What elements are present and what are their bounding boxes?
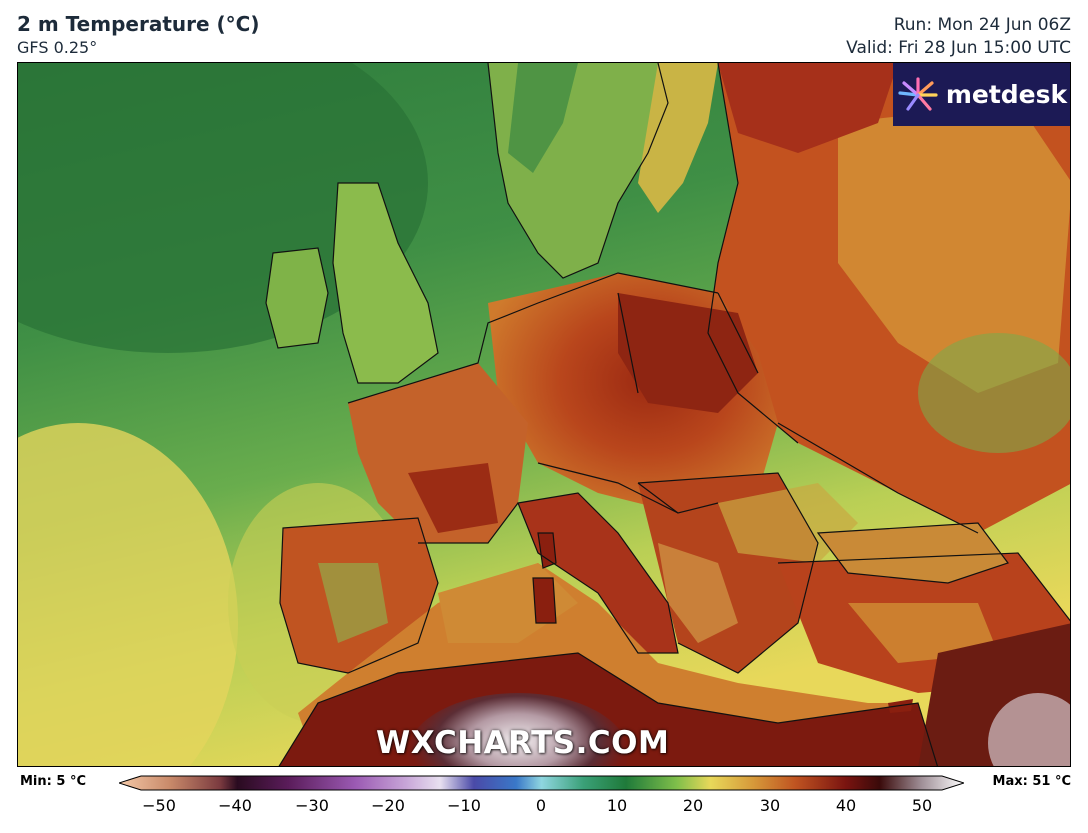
legend-max-label: Max: 51 °C [992, 774, 1071, 789]
tick-label: −50 [142, 796, 176, 815]
valid-time: Valid: Fri 28 Jun 15:00 UTC [846, 38, 1071, 58]
wxcharts-watermark: WXCHARTS.COM [376, 725, 670, 761]
metdesk-logo[interactable]: metdesk [893, 63, 1070, 126]
tick-label: 20 [682, 796, 704, 815]
tick-label: −40 [218, 796, 252, 815]
tick-label: 50 [911, 796, 933, 815]
metdesk-logo-icon [898, 76, 938, 111]
run-time: Run: Mon 24 Jun 06Z [893, 15, 1071, 35]
temperature-map: metdesk WXCHARTS.COM [17, 62, 1071, 767]
tick-label: −10 [447, 796, 481, 815]
tick-label: 40 [835, 796, 857, 815]
tick-label: −30 [295, 796, 329, 815]
temperature-field [18, 63, 1070, 766]
model-label: GFS 0.25° [17, 38, 98, 57]
map-title: 2 m Temperature (°C) [17, 12, 260, 36]
legend-min-label: Min: 5 °C [20, 774, 86, 789]
tick-label: 10 [606, 796, 628, 815]
temperature-colorbar [119, 775, 964, 791]
tick-label: 0 [535, 796, 547, 815]
tick-label: −20 [371, 796, 405, 815]
metdesk-logo-text: metdesk [945, 80, 1068, 109]
tick-label: 30 [759, 796, 781, 815]
